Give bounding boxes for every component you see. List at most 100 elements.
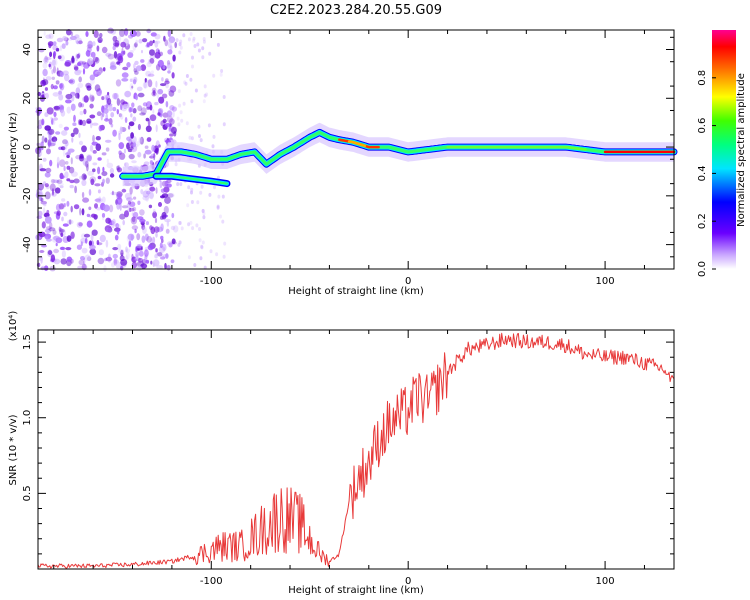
noise-point	[143, 153, 146, 159]
signal-secondary-ridge	[155, 175, 228, 185]
noise-point	[121, 188, 127, 193]
noise-point	[87, 58, 94, 65]
noise-point	[108, 118, 113, 125]
noise-point	[208, 192, 212, 197]
noise-point	[62, 223, 69, 227]
noise-point	[49, 159, 53, 167]
noise-point	[171, 238, 176, 245]
noise-point	[57, 55, 62, 60]
noise-point	[118, 132, 121, 141]
noise-point	[132, 116, 137, 122]
noise-point	[39, 196, 43, 202]
noise-point	[222, 95, 226, 99]
noise-point	[128, 121, 135, 127]
noise-point	[60, 258, 67, 265]
noise-point	[113, 258, 118, 266]
noise-point	[66, 235, 72, 242]
noise-point	[89, 103, 94, 109]
noise-point	[54, 187, 61, 194]
noise-point	[109, 65, 117, 70]
noise-point	[59, 229, 65, 233]
noise-point	[89, 114, 96, 119]
noise-point	[154, 40, 159, 48]
noise-point	[134, 228, 137, 234]
noise-point	[97, 166, 101, 175]
noise-point	[196, 200, 200, 205]
noise-point	[189, 220, 193, 225]
colorbar-tick-label: 0.2	[697, 213, 708, 229]
noise-point	[136, 86, 143, 92]
noise-point	[59, 45, 63, 52]
noise-point	[170, 37, 175, 44]
noise-point	[150, 226, 156, 235]
noise-point	[190, 190, 193, 195]
noise-point	[81, 119, 87, 127]
noise-point	[44, 125, 51, 131]
noise-point	[160, 223, 164, 232]
noise-point	[97, 157, 102, 161]
noise-point	[44, 112, 49, 118]
noise-point	[149, 40, 153, 47]
noise-point	[207, 123, 211, 128]
noise-point	[193, 44, 197, 48]
noise-point	[56, 210, 61, 216]
noise-point	[79, 207, 82, 216]
noise-point	[149, 58, 155, 64]
signal-halo	[122, 122, 674, 187]
noise-point	[91, 122, 99, 126]
noise-point	[52, 179, 60, 184]
noise-point	[59, 175, 65, 179]
noise-point	[66, 151, 71, 155]
noise-point	[47, 41, 54, 47]
noise-point	[92, 150, 97, 154]
noise-point	[129, 78, 133, 83]
noise-point	[101, 152, 107, 156]
noise-point	[85, 50, 91, 57]
noise-point	[95, 136, 101, 141]
noise-point	[178, 42, 182, 47]
noise-point	[187, 255, 191, 260]
noise-point	[128, 106, 132, 113]
noise-point	[158, 246, 166, 253]
noise-point	[72, 122, 77, 126]
noise-point	[136, 265, 142, 271]
y-tick-label: 0	[22, 144, 33, 150]
noise-point	[73, 204, 80, 210]
spectrogram-y-label: Frequency (Hz)	[8, 112, 19, 188]
noise-point	[159, 242, 163, 249]
noise-point	[42, 157, 47, 162]
x-tick-label: 0	[405, 576, 411, 587]
noise-point	[102, 67, 106, 72]
noise-point	[170, 259, 175, 264]
noise-point	[191, 226, 195, 231]
noise-point	[189, 32, 193, 36]
colorbar-ticks: 0.0 0.2 0.4 0.6 0.8	[697, 70, 716, 277]
noise-point	[92, 134, 95, 143]
noise-point	[70, 171, 78, 177]
noise-point	[55, 47, 60, 52]
noise-point	[172, 110, 175, 118]
noise-point	[165, 228, 170, 234]
noise-point	[91, 96, 95, 102]
noise-point	[145, 259, 150, 264]
noise-point	[65, 247, 72, 251]
noise-point	[195, 223, 199, 228]
noise-point	[152, 89, 156, 96]
noise-point	[159, 180, 163, 189]
noise-point	[121, 78, 129, 82]
noise-point	[47, 141, 51, 149]
noise-point	[105, 139, 112, 143]
noise-point	[117, 165, 121, 173]
snr-marks	[37, 332, 675, 569]
noise-point	[53, 85, 58, 90]
noise-point	[144, 249, 149, 257]
noise-point	[178, 221, 182, 225]
noise-point	[129, 83, 134, 91]
noise-point	[46, 148, 51, 155]
noise-point	[51, 69, 54, 75]
noise-point	[86, 256, 92, 262]
noise-point	[171, 212, 175, 219]
noise-point	[41, 244, 47, 248]
noise-point	[79, 155, 85, 162]
noise-point	[48, 61, 53, 70]
